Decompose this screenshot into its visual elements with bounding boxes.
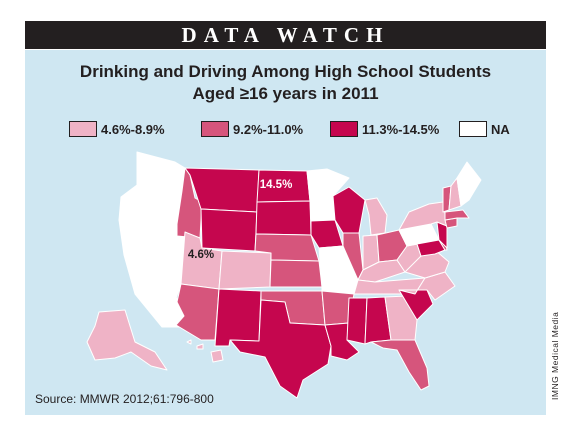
state-FL: [370, 339, 430, 391]
map-label-low: 4.6%: [188, 249, 214, 261]
map-label-high: 14.5%: [260, 179, 293, 191]
state-NM: [214, 288, 262, 347]
legend-item-low: 4.6%-8.9%: [69, 120, 165, 138]
legend-item-high: 11.3%-14.5%: [330, 120, 439, 138]
state-MD: [416, 239, 446, 257]
legend-swatch-low: [69, 121, 97, 137]
state-TX: [229, 299, 332, 399]
legend-swatch-na: [459, 121, 487, 137]
legend-item-na: NA: [459, 120, 510, 138]
legend-item-mid: 9.2%-11.0%: [201, 120, 303, 138]
state-AK: [86, 309, 168, 371]
image-credit: IMNG Medical Media: [550, 311, 560, 400]
legend-label-low: 4.6%-8.9%: [101, 121, 165, 137]
state-OR: [118, 184, 183, 225]
data-watch-banner: DATA WATCH: [25, 21, 546, 49]
us-state-map: 14.5% 4.6%: [86, 151, 482, 399]
state-ME: [456, 161, 482, 207]
state-KS: [269, 259, 323, 288]
state-HI: [186, 339, 224, 363]
state-WA: [136, 151, 186, 192]
state-WY: [200, 208, 258, 252]
state-MA: [444, 209, 470, 221]
legend-label-mid: 9.2%-11.0%: [233, 121, 304, 137]
state-AZ: [175, 283, 220, 341]
legend-label-na: NA: [491, 121, 510, 137]
state-CO: [218, 250, 272, 290]
state-MI: [364, 197, 388, 236]
source-citation: Source: MMWR 2012;61:796-800: [35, 392, 214, 406]
state-MS: [346, 297, 368, 345]
state-SD: [255, 200, 312, 236]
chart-title-line-2: Aged ≥16 years in 2011: [192, 84, 379, 103]
chart-title-line-1: Drinking and Driving Among High School S…: [79, 62, 492, 81]
legend-swatch-mid: [201, 121, 229, 137]
legend-label-high: 11.3%-14.5%: [362, 121, 440, 137]
legend-swatch-high: [330, 121, 358, 137]
map-panel: Drinking and Driving Among High School S…: [25, 50, 546, 415]
state-WI: [332, 186, 366, 234]
